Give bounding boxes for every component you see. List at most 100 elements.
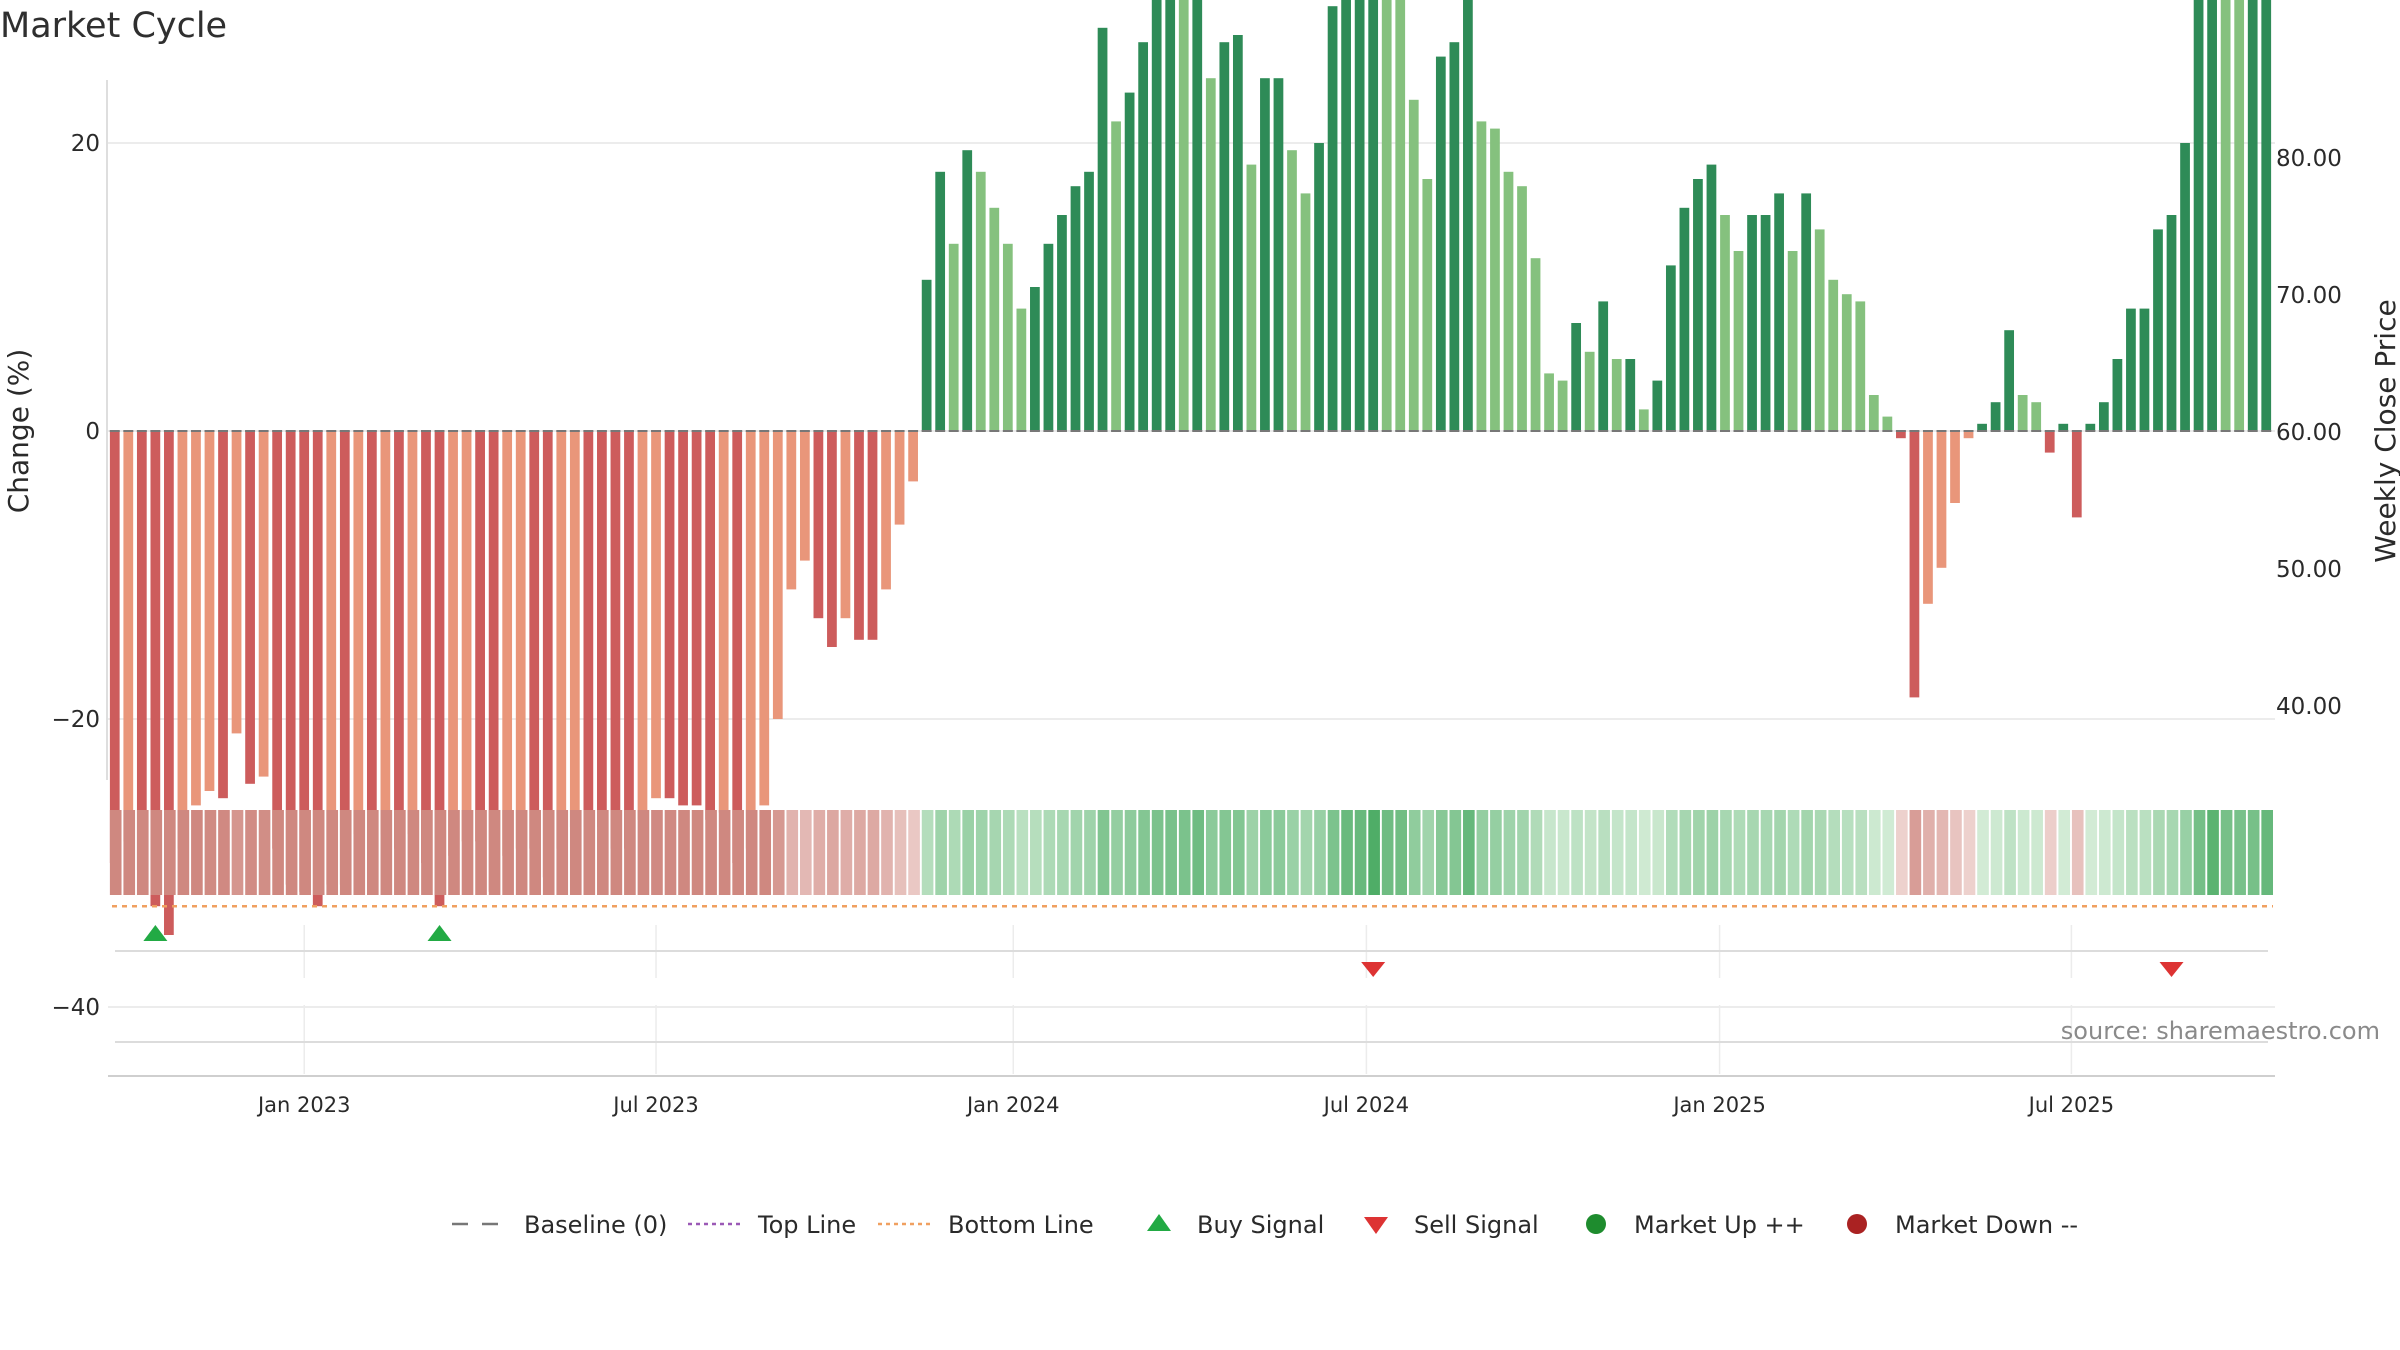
bar [2126, 308, 2136, 431]
heat-cell [624, 810, 636, 895]
bar [881, 431, 891, 590]
bar [1449, 42, 1460, 431]
heat-cell [1287, 810, 1299, 895]
bar [136, 431, 147, 871]
bar [2166, 215, 2177, 431]
heat-cell [353, 810, 366, 895]
bar [1557, 380, 1568, 431]
bar [2207, 0, 2217, 432]
bar [1341, 0, 1351, 432]
heat-cell [258, 810, 271, 895]
bar [1503, 171, 1514, 432]
heat-cell [1990, 810, 2003, 895]
bar [1571, 323, 1582, 431]
y2-tick-label: 60.00 [2276, 420, 2342, 446]
heat-cell [1801, 810, 1813, 895]
heat-cell [109, 810, 122, 895]
heat-cell [894, 810, 907, 895]
bar [1476, 121, 1487, 432]
bar [1652, 380, 1663, 431]
heat-cell [448, 810, 460, 895]
legend-label: Bottom Line [948, 1211, 1094, 1239]
legend-swatch-triangle-down [1364, 1217, 1388, 1234]
bar [2071, 431, 2082, 518]
y2-tick-label: 70.00 [2276, 283, 2342, 309]
heat-cell [664, 810, 677, 895]
heat-cell [1449, 810, 1462, 895]
x-tick-label: Jan 2023 [256, 1093, 351, 1117]
x-tick-label: Jul 2024 [1322, 1093, 1409, 1117]
bar [1665, 265, 1676, 431]
heat-cell [854, 810, 866, 895]
heat-cell [1381, 810, 1394, 895]
heat-cell [1368, 810, 1380, 895]
heat-cell [285, 810, 298, 895]
heat-cell [556, 810, 569, 895]
heat-cell [326, 810, 339, 895]
bar [529, 431, 540, 849]
heat-cell [1828, 810, 1840, 895]
gridlines [108, 142, 2275, 1008]
bar [245, 431, 255, 784]
y-tick-label: 20 [71, 131, 100, 157]
bar [502, 431, 513, 856]
heat-cell [691, 810, 704, 895]
bar [394, 431, 404, 849]
heat-cell [1950, 810, 1962, 895]
heat-cell [2261, 810, 2273, 895]
bar [299, 431, 310, 892]
heat-cell [745, 810, 758, 895]
heat-cell [1408, 810, 1421, 895]
bar [1178, 0, 1189, 431]
heat-cell [191, 810, 203, 895]
heat-cell [2085, 810, 2098, 895]
bar [109, 431, 120, 863]
legend-swatch-triangle-up [1147, 1214, 1171, 1231]
heat-cell [1693, 810, 1705, 895]
heat-cell [1814, 810, 1827, 895]
bar [1855, 301, 1866, 431]
bar [1950, 431, 1960, 503]
heat-cell [1665, 810, 1678, 895]
bar [948, 243, 959, 431]
heat-cell [1774, 810, 1786, 895]
bar [488, 431, 499, 892]
bar [1219, 42, 1230, 431]
bar [515, 431, 526, 849]
bar [1638, 409, 1649, 431]
bar [339, 431, 350, 885]
heat-cell [2098, 810, 2111, 895]
heat-cell [610, 810, 623, 895]
legend-item: Sell Signal [1364, 1211, 1539, 1239]
heat-cell [772, 810, 785, 895]
heat-cell [1084, 810, 1096, 895]
heat-cell [2207, 810, 2219, 895]
bar [1544, 373, 1554, 431]
bar [962, 150, 973, 431]
bar [2139, 308, 2150, 431]
bar [542, 431, 553, 878]
bar [2261, 0, 2272, 431]
heat-cell [989, 810, 1002, 895]
bar [1963, 431, 1974, 439]
x-tick-label: Jul 2025 [2027, 1093, 2114, 1117]
y-axis-title: Change (%) [2, 349, 35, 514]
bar [1868, 395, 1879, 431]
bar [1314, 143, 1324, 431]
bar [1165, 0, 1176, 431]
bars [109, 0, 2273, 935]
heat-cell [177, 810, 190, 895]
heat-cell [1517, 810, 1529, 895]
bar [651, 431, 661, 799]
heat-cell [867, 810, 880, 895]
bar [2044, 431, 2055, 453]
sell-signal-marker [1361, 962, 1386, 977]
heat-cell [813, 810, 826, 895]
bar [1584, 351, 1595, 431]
heat-cell [1097, 810, 1110, 895]
heat-cell [637, 810, 650, 895]
bar [1030, 287, 1040, 431]
bar [569, 431, 580, 827]
bar [1043, 243, 1054, 431]
bar [1733, 251, 1744, 431]
